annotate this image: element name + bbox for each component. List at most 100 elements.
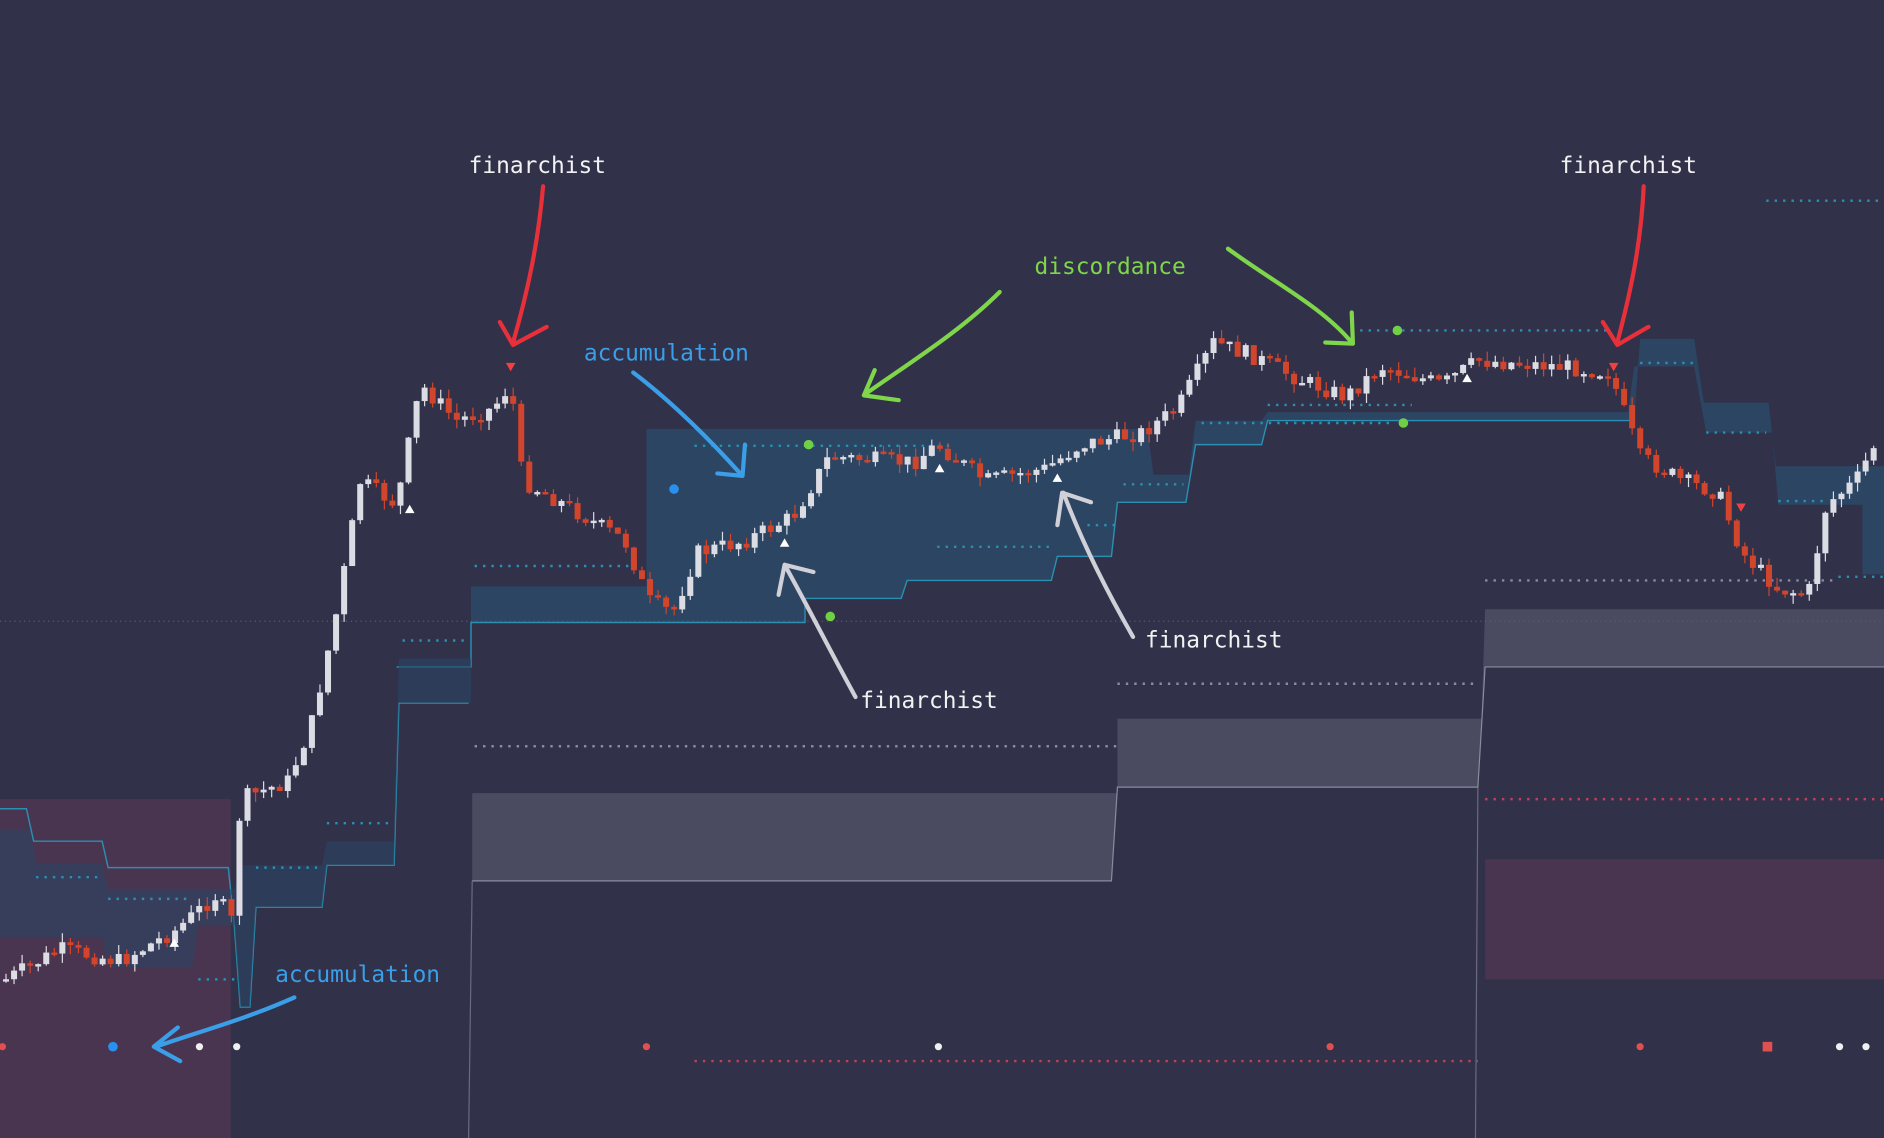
candle-body bbox=[1226, 341, 1233, 345]
candle-body bbox=[1685, 474, 1692, 478]
candle-body bbox=[775, 525, 782, 532]
zone bbox=[1485, 859, 1884, 980]
candle-body bbox=[1492, 361, 1499, 367]
candle-body bbox=[1186, 379, 1193, 395]
candle-body bbox=[381, 482, 388, 501]
candle-body bbox=[622, 533, 629, 548]
candle-body bbox=[1516, 362, 1523, 366]
candle-body bbox=[477, 419, 484, 423]
candle-body bbox=[977, 463, 984, 478]
candle-body bbox=[566, 500, 573, 504]
candle-body bbox=[333, 614, 340, 651]
candle-body bbox=[1411, 377, 1418, 382]
candle-body bbox=[91, 957, 98, 965]
candle-body bbox=[1291, 373, 1298, 385]
candle-body bbox=[1653, 454, 1660, 473]
candle-body bbox=[614, 527, 621, 534]
candle-body bbox=[220, 899, 227, 902]
candle-body bbox=[1838, 493, 1845, 500]
candle-body bbox=[397, 482, 404, 506]
level-line bbox=[474, 579, 1839, 748]
candle-body bbox=[180, 922, 187, 931]
candle-body bbox=[1154, 420, 1161, 435]
candle-body bbox=[341, 566, 348, 615]
candle-body bbox=[1379, 370, 1386, 377]
candle-body bbox=[1435, 375, 1442, 380]
candle-body bbox=[1017, 472, 1024, 476]
candle-body bbox=[791, 513, 798, 518]
candle-body bbox=[687, 576, 694, 596]
candle-body bbox=[1339, 386, 1346, 401]
candle-body bbox=[872, 451, 879, 463]
candle-body bbox=[188, 912, 195, 923]
candle-body bbox=[1323, 390, 1330, 398]
candles bbox=[3, 330, 1877, 985]
candle-body bbox=[1170, 411, 1177, 414]
candle-body bbox=[164, 938, 171, 943]
candle-body bbox=[1605, 376, 1612, 379]
candle-body bbox=[1830, 499, 1837, 513]
candle-body bbox=[1580, 374, 1587, 377]
candle-body bbox=[1540, 362, 1547, 370]
candle-body bbox=[526, 461, 533, 493]
candle-body bbox=[1766, 564, 1773, 587]
candle-body bbox=[1049, 463, 1056, 466]
candle-body bbox=[1452, 373, 1459, 376]
candle-body bbox=[695, 545, 702, 577]
candle-body bbox=[1097, 438, 1104, 445]
candle-body bbox=[1347, 388, 1354, 401]
candle-body bbox=[429, 387, 436, 404]
candle-body bbox=[1717, 491, 1724, 499]
candle-body bbox=[1178, 394, 1185, 413]
candle-body bbox=[751, 533, 758, 548]
candle-body bbox=[542, 492, 549, 495]
candle-body bbox=[1162, 411, 1169, 421]
candle-body bbox=[920, 455, 927, 470]
annotation: finarchist bbox=[860, 688, 997, 714]
candle-body bbox=[1725, 491, 1732, 521]
candle-body bbox=[19, 963, 26, 971]
candle-body bbox=[896, 454, 903, 465]
candle-body bbox=[647, 579, 654, 596]
candle-body bbox=[445, 398, 452, 413]
candle-body bbox=[1733, 520, 1740, 547]
candle-body bbox=[236, 820, 243, 916]
candle-body bbox=[1081, 448, 1088, 452]
candle-body bbox=[212, 900, 219, 911]
band bbox=[472, 609, 1884, 881]
candle-body bbox=[349, 520, 356, 567]
candle-body bbox=[35, 964, 42, 967]
candle-body bbox=[405, 437, 412, 483]
candle-body bbox=[888, 452, 895, 455]
candle-body bbox=[83, 947, 90, 958]
candle-body bbox=[147, 943, 154, 952]
candle-body bbox=[155, 938, 162, 944]
candle-body bbox=[1363, 376, 1370, 394]
candle-body bbox=[880, 451, 887, 454]
candle-body bbox=[606, 519, 613, 528]
candle-body bbox=[1468, 358, 1475, 365]
candle-body bbox=[1564, 360, 1571, 370]
candle-body bbox=[1395, 370, 1402, 376]
candle-body bbox=[904, 456, 911, 465]
candle-body bbox=[1814, 553, 1821, 584]
candle-body bbox=[550, 494, 557, 506]
candle-body bbox=[1532, 362, 1539, 369]
candle-body bbox=[510, 396, 517, 404]
candle-body bbox=[1757, 564, 1764, 568]
candle-body bbox=[107, 958, 114, 965]
candle-body bbox=[1508, 362, 1515, 370]
candle-body bbox=[131, 954, 138, 965]
candle-body bbox=[840, 457, 847, 460]
candle-body bbox=[1460, 364, 1467, 374]
candle-body bbox=[743, 543, 750, 548]
candle-body bbox=[1089, 438, 1096, 449]
candle-body bbox=[1210, 338, 1217, 354]
candle-body bbox=[461, 416, 468, 420]
candle-body bbox=[1025, 472, 1032, 476]
candle-body bbox=[244, 788, 251, 821]
candle-body bbox=[783, 513, 790, 526]
candle-body bbox=[767, 525, 774, 532]
candle-body bbox=[1202, 353, 1209, 364]
candle-body bbox=[534, 492, 541, 495]
